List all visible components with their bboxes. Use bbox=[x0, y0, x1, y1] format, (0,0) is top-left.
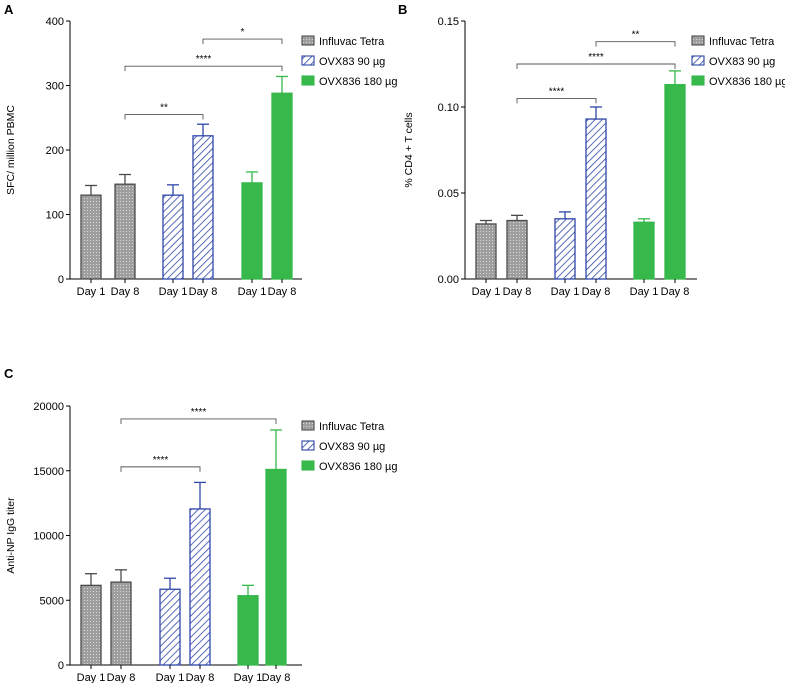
legend-label: OVX83 90 µg bbox=[319, 441, 385, 453]
legend-label: OVX836 180 µg bbox=[319, 461, 398, 473]
y-axis-label: Anti-NP IgG titer bbox=[5, 497, 17, 574]
x-tick-label: Day 8 bbox=[107, 672, 136, 683]
x-tick-label: Day 8 bbox=[186, 672, 215, 683]
significance-label: ** bbox=[632, 30, 640, 41]
legend-label: Influvac Tetra bbox=[709, 36, 775, 48]
y-tick-label: 0.00 bbox=[438, 274, 459, 286]
legend-swatch bbox=[301, 420, 315, 431]
x-tick-label: Day 1 bbox=[551, 286, 580, 298]
legend-swatch bbox=[691, 35, 705, 46]
bar bbox=[237, 595, 259, 666]
y-axis-label: % CD4 + T cells bbox=[403, 112, 415, 187]
x-tick-label: Day 1 bbox=[238, 286, 267, 298]
legend-label: OVX83 90 µg bbox=[709, 56, 775, 68]
x-tick-label: Day 8 bbox=[111, 286, 140, 298]
bar bbox=[475, 223, 497, 280]
x-tick-label: Day 8 bbox=[262, 672, 291, 683]
bar bbox=[80, 194, 102, 280]
x-tick-label: Day 1 bbox=[234, 672, 263, 683]
bar bbox=[664, 83, 686, 280]
legend-label: Influvac Tetra bbox=[319, 421, 385, 433]
significance-bracket bbox=[516, 63, 676, 69]
legend-swatch bbox=[691, 55, 705, 66]
x-tick-label: Day 1 bbox=[472, 286, 501, 298]
x-tick-label: Day 8 bbox=[582, 286, 611, 298]
legend-label: OVX83 90 µg bbox=[319, 56, 385, 68]
legend-label: OVX836 180 µg bbox=[709, 76, 785, 88]
y-tick-label: 400 bbox=[46, 16, 64, 28]
y-tick-label: 300 bbox=[46, 81, 64, 93]
significance-label: **** bbox=[153, 455, 169, 466]
significance-bracket bbox=[202, 38, 283, 45]
legend-swatch bbox=[301, 460, 315, 471]
x-tick-label: Day 1 bbox=[159, 286, 188, 298]
legend-label: OVX836 180 µg bbox=[319, 76, 398, 88]
x-tick-label: Day 8 bbox=[189, 286, 218, 298]
y-tick-label: 15000 bbox=[33, 466, 64, 478]
significance-label: **** bbox=[588, 52, 604, 63]
bar bbox=[554, 218, 576, 280]
bar bbox=[114, 183, 136, 280]
significance-bracket bbox=[120, 418, 277, 424]
significance-label: **** bbox=[196, 54, 212, 65]
bar bbox=[265, 468, 287, 666]
significance-label: **** bbox=[191, 407, 207, 418]
x-tick-label: Day 1 bbox=[156, 672, 185, 683]
bar bbox=[162, 194, 184, 280]
significance-label: * bbox=[241, 27, 245, 38]
x-tick-label: Day 1 bbox=[77, 286, 106, 298]
x-tick-label: Day 8 bbox=[268, 286, 297, 298]
x-tick-label: Day 1 bbox=[77, 672, 106, 683]
bar bbox=[271, 92, 293, 280]
panel-letter: B bbox=[398, 2, 407, 17]
legend-swatch bbox=[301, 35, 315, 46]
significance-bracket bbox=[124, 114, 204, 120]
bar bbox=[585, 118, 607, 280]
y-tick-label: 5000 bbox=[40, 595, 64, 607]
y-tick-label: 0.05 bbox=[438, 188, 459, 200]
significance-bracket bbox=[595, 41, 676, 47]
y-tick-label: 0.10 bbox=[438, 102, 459, 114]
bar bbox=[189, 508, 211, 666]
y-tick-label: 20000 bbox=[33, 401, 64, 413]
y-axis-label: SFC/ million PBMC bbox=[5, 105, 17, 195]
bar bbox=[506, 219, 528, 280]
legend-swatch bbox=[301, 440, 315, 451]
y-tick-label: 0 bbox=[58, 660, 64, 672]
y-tick-label: 0.15 bbox=[438, 16, 459, 28]
x-tick-label: Day 8 bbox=[661, 286, 690, 298]
significance-bracket bbox=[124, 65, 283, 72]
significance-bracket bbox=[120, 466, 201, 472]
significance-bracket bbox=[516, 97, 597, 104]
legend-swatch bbox=[691, 75, 705, 86]
x-tick-label: Day 8 bbox=[503, 286, 532, 298]
x-tick-label: Day 1 bbox=[630, 286, 659, 298]
bar bbox=[80, 584, 102, 666]
y-tick-label: 100 bbox=[46, 210, 64, 222]
y-tick-label: 10000 bbox=[33, 531, 64, 543]
significance-label: **** bbox=[549, 86, 565, 97]
significance-label: ** bbox=[160, 103, 168, 114]
panel-c: C 0 5000 10000 15000 20000 Anti-NP IgG titer Da… bbox=[4, 366, 398, 683]
bar bbox=[110, 581, 132, 666]
panel-letter: A bbox=[4, 2, 14, 17]
legend-swatch bbox=[301, 55, 315, 66]
legend-label: Influvac Tetra bbox=[319, 36, 385, 48]
bar bbox=[159, 588, 181, 666]
bar bbox=[192, 135, 214, 280]
panel-letter: C bbox=[4, 366, 14, 381]
bar bbox=[633, 221, 655, 280]
y-tick-label: 200 bbox=[46, 145, 64, 157]
bar bbox=[241, 182, 263, 280]
y-tick-label: 0 bbox=[58, 274, 64, 286]
legend-swatch bbox=[301, 75, 315, 86]
